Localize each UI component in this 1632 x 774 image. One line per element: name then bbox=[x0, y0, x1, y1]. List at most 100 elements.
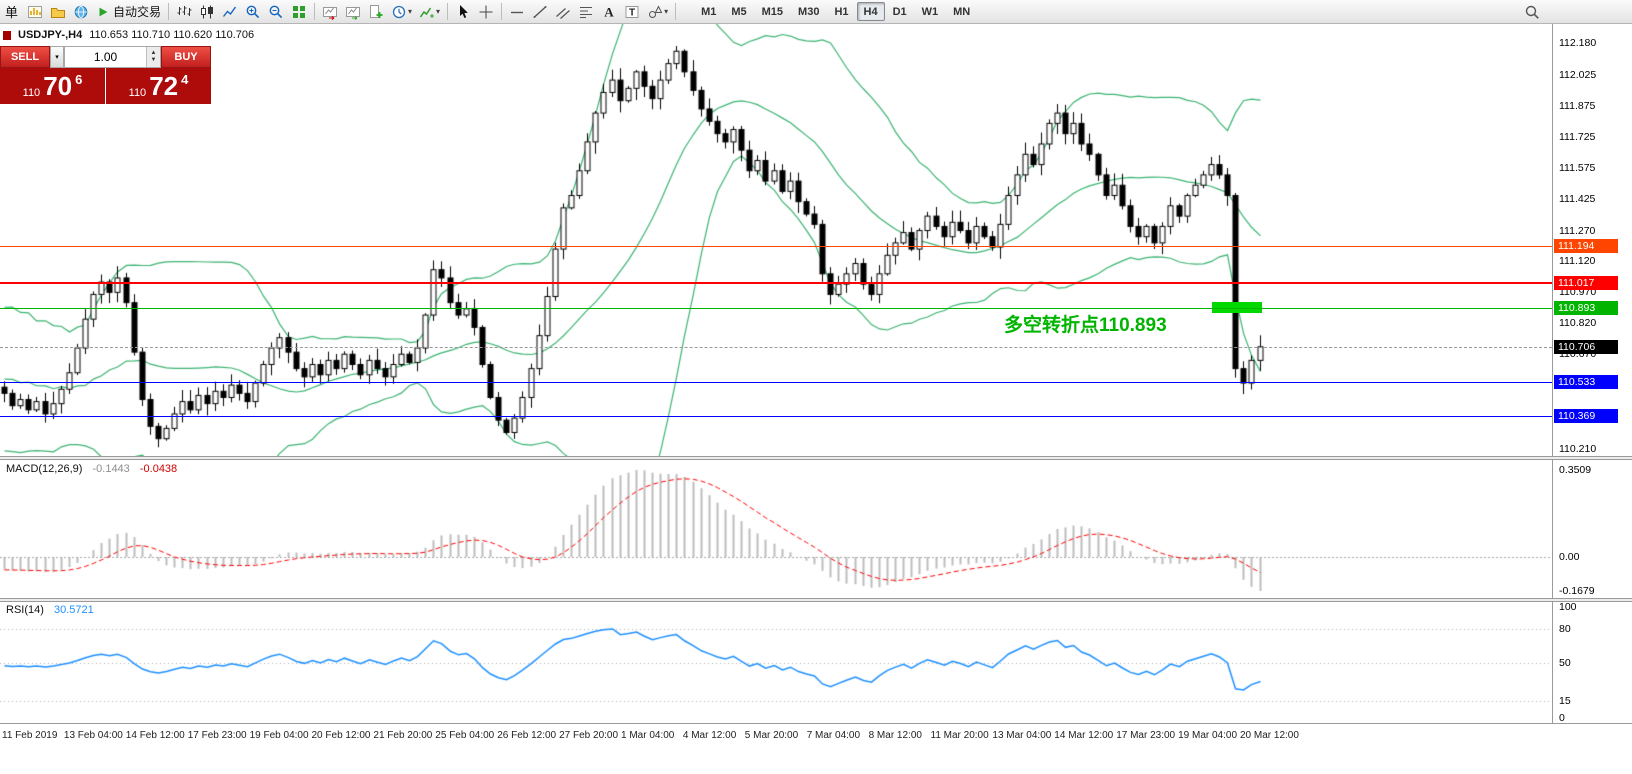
panel-splitter[interactable] bbox=[0, 598, 1632, 602]
trendline-icon bbox=[533, 5, 547, 18]
one-click-trading-panel: SELL ▾ ▲▼ BUY 110 70 6 110 72 4 bbox=[0, 46, 211, 104]
hline-111.017[interactable] bbox=[0, 281, 1552, 284]
rsi-header: RSI(14) 30.5721 bbox=[6, 604, 94, 616]
time-axis[interactable]: 11 Feb 2019 13 Feb 04:00 14 Feb 12:00 17 Fe… bbox=[0, 723, 1632, 774]
price-tag-110.706: 110.706 bbox=[1554, 339, 1618, 354]
timeframe-m15[interactable]: M15 bbox=[755, 2, 790, 21]
indicator-axis-label: 100 bbox=[1559, 601, 1577, 613]
horizontal-line-icon bbox=[511, 11, 524, 13]
timeframe-toolbar: M1 M5 M15 M30 H1 H4 D1 W1 MN bbox=[694, 2, 977, 21]
tile-windows-button[interactable] bbox=[288, 2, 310, 22]
indicator-axis-label: 15 bbox=[1559, 695, 1571, 708]
volume-stepper[interactable]: ▲ ▼ bbox=[146, 47, 160, 67]
macd-canvas[interactable] bbox=[0, 460, 1552, 598]
auto-scroll-button[interactable] bbox=[342, 2, 364, 22]
zoom-in-icon bbox=[246, 5, 260, 18]
hline-110.893[interactable] bbox=[0, 307, 1552, 309]
timeframe-d1[interactable]: D1 bbox=[886, 2, 914, 21]
toolbar-separator bbox=[314, 3, 316, 20]
menu-text: 单 bbox=[5, 5, 19, 20]
shapes-button[interactable]: ▾ bbox=[644, 2, 671, 22]
macd-signal-value: -0.0438 bbox=[139, 463, 178, 475]
timeframe-w1[interactable]: W1 bbox=[915, 2, 946, 21]
trade-options-dropdown[interactable]: ▾ bbox=[50, 46, 64, 68]
profiles-button[interactable] bbox=[47, 2, 69, 22]
price-chart-canvas[interactable] bbox=[0, 24, 1552, 456]
horizontal-line-button[interactable] bbox=[506, 2, 528, 22]
hline-111.194[interactable] bbox=[0, 245, 1552, 247]
sell-price-big: 70 bbox=[43, 71, 73, 101]
one-click-arrow-icon[interactable] bbox=[3, 30, 11, 40]
hline-110.369[interactable] bbox=[0, 415, 1552, 417]
hline-110.706[interactable] bbox=[0, 346, 1552, 348]
buy-price[interactable]: 110 72 4 bbox=[106, 68, 211, 104]
chart-title: USDJPY-,H4 110.653 110.710 110.620 110.7… bbox=[3, 29, 254, 41]
chart-shift-button[interactable] bbox=[319, 2, 341, 22]
price-axis[interactable]: 112.180 112.025 111.875 111.725 111.575 111.4… bbox=[1552, 24, 1632, 724]
timeframe-m5[interactable]: M5 bbox=[724, 2, 753, 21]
sell-price[interactable]: 110 70 6 bbox=[0, 68, 105, 104]
timeframe-m30[interactable]: M30 bbox=[791, 2, 826, 21]
macd-main-value: -0.1443 bbox=[92, 463, 130, 475]
timeframe-h1[interactable]: H1 bbox=[827, 2, 855, 21]
price-axis-label: 110.820 bbox=[1559, 317, 1597, 330]
search-button[interactable] bbox=[1521, 2, 1543, 22]
price-axis-label: 112.180 bbox=[1559, 37, 1597, 49]
hline-110.533[interactable] bbox=[0, 381, 1552, 383]
rsi-canvas[interactable] bbox=[0, 602, 1552, 723]
chart-shift-icon bbox=[323, 6, 338, 20]
zoom-in-button[interactable] bbox=[242, 2, 264, 22]
cursor-button[interactable] bbox=[452, 2, 474, 22]
buy-button[interactable]: BUY bbox=[161, 46, 211, 68]
indicators-button[interactable]: ▾ bbox=[416, 2, 443, 22]
time-axis-label: 1 Mar 04:00 bbox=[621, 730, 675, 741]
candlestick-chart-button[interactable] bbox=[196, 2, 218, 22]
chevron-down-icon: ▾ bbox=[408, 7, 413, 16]
line-chart-button[interactable] bbox=[219, 2, 241, 22]
time-axis-label: 21 Feb 20:00 bbox=[373, 730, 433, 741]
time-axis-label: 14 Mar 12:00 bbox=[1054, 730, 1114, 741]
new-chart-button[interactable] bbox=[24, 2, 46, 22]
symbol-name: USDJPY-,H4 bbox=[18, 29, 83, 41]
clock-icon bbox=[392, 5, 406, 18]
new-order-icon bbox=[370, 4, 383, 18]
time-axis-label: 5 Mar 20:00 bbox=[744, 730, 799, 741]
rsi-value: 30.5721 bbox=[53, 604, 94, 616]
turning-point-highlight[interactable] bbox=[1212, 302, 1262, 313]
label-tool-button[interactable]: T bbox=[621, 2, 643, 22]
price-axis-label: 111.575 bbox=[1559, 161, 1596, 174]
volume-input[interactable] bbox=[65, 47, 146, 67]
text-icon: A bbox=[604, 4, 614, 19]
channel-button[interactable] bbox=[552, 2, 574, 22]
toolbar-separator bbox=[168, 3, 170, 20]
trendline-button[interactable] bbox=[529, 2, 551, 22]
bars-chart-button[interactable] bbox=[173, 2, 195, 22]
autotrading-label: 自动交易 bbox=[113, 5, 162, 19]
time-axis-label: 13 Feb 04:00 bbox=[63, 730, 123, 741]
fibonacci-button[interactable] bbox=[575, 2, 597, 22]
market-watch-button[interactable] bbox=[70, 2, 92, 22]
panel-splitter[interactable] bbox=[0, 456, 1632, 460]
autotrading-button[interactable]: 自动交易 bbox=[93, 2, 164, 22]
buy-price-pip: 4 bbox=[181, 72, 189, 87]
indicator-axis-label: 0.00 bbox=[1559, 551, 1580, 563]
time-axis-label: 25 Feb 04:00 bbox=[435, 730, 495, 741]
play-icon bbox=[99, 7, 108, 16]
new-order-button[interactable] bbox=[365, 2, 387, 22]
sell-button[interactable]: SELL bbox=[0, 46, 50, 68]
indicator-axis-label: 0 bbox=[1559, 712, 1565, 724]
svg-text:T: T bbox=[629, 7, 635, 18]
zoom-out-button[interactable] bbox=[265, 2, 287, 22]
timeframe-h4[interactable]: H4 bbox=[856, 2, 885, 21]
crosshair-button[interactable] bbox=[475, 2, 497, 22]
volume-field: ▲▼ bbox=[64, 46, 161, 68]
turning-point-annotation[interactable]: 多空转折点110.893 bbox=[1004, 315, 1167, 336]
chart-overlay: 多空转折点110.893 bbox=[0, 24, 1552, 456]
zoom-out-icon bbox=[269, 5, 283, 18]
timeframe-m1[interactable]: M1 bbox=[694, 2, 723, 21]
timeframe-mn[interactable]: MN bbox=[946, 2, 977, 21]
text-tool-button[interactable]: A bbox=[598, 2, 620, 22]
price-tag-110.369: 110.369 bbox=[1554, 409, 1618, 424]
periods-button[interactable]: ▾ bbox=[388, 2, 415, 22]
price-axis-label: 111.425 bbox=[1559, 192, 1596, 205]
